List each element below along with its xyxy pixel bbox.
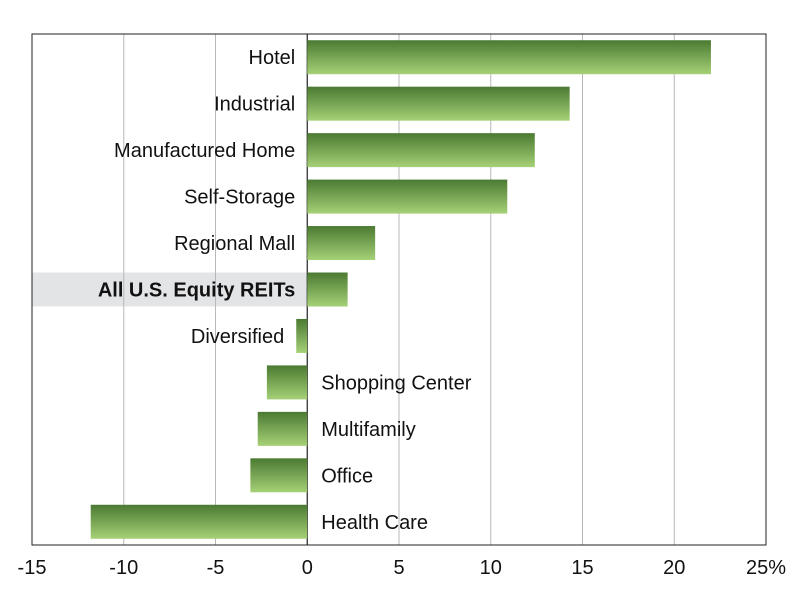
bar-self-storage <box>307 179 508 214</box>
category-label: Regional Mall <box>174 233 295 255</box>
category-label: Shopping Center <box>321 372 471 394</box>
highlight-band <box>32 272 308 307</box>
category-label: Health Care <box>321 512 428 534</box>
x-tick-label: -15 <box>18 557 47 579</box>
x-tick-label: -10 <box>109 557 138 579</box>
bar-industrial <box>307 86 570 121</box>
x-tick-label: 25% <box>746 557 786 579</box>
category-label: Self-Storage <box>184 187 295 209</box>
bar-office <box>250 458 308 493</box>
bar-health-care <box>90 504 308 539</box>
category-label: All U.S. Equity REITs <box>98 280 295 302</box>
x-tick-label: 10 <box>480 557 502 579</box>
x-tick-label: 5 <box>393 557 404 579</box>
x-tick-label: 15 <box>571 557 593 579</box>
category-label: Office <box>321 465 373 487</box>
category-label: Industrial <box>214 94 295 116</box>
x-tick-label: 20 <box>663 557 685 579</box>
category-label: Manufactured Home <box>114 140 295 162</box>
bar-hotel <box>307 40 711 75</box>
bar-all-u-s-equity-reits <box>307 272 348 307</box>
category-label: Diversified <box>191 326 284 348</box>
plot-frame <box>31 33 767 546</box>
bar-regional-mall <box>307 226 376 261</box>
bar-multifamily <box>257 411 308 446</box>
x-tick-label: -5 <box>207 557 225 579</box>
bar-shopping-center <box>266 365 308 400</box>
bar-diversified <box>296 318 308 353</box>
x-tick-label: 0 <box>302 557 313 579</box>
category-label: Hotel <box>249 47 296 69</box>
category-label: Multifamily <box>321 419 415 441</box>
bar-manufactured-home <box>307 133 535 168</box>
